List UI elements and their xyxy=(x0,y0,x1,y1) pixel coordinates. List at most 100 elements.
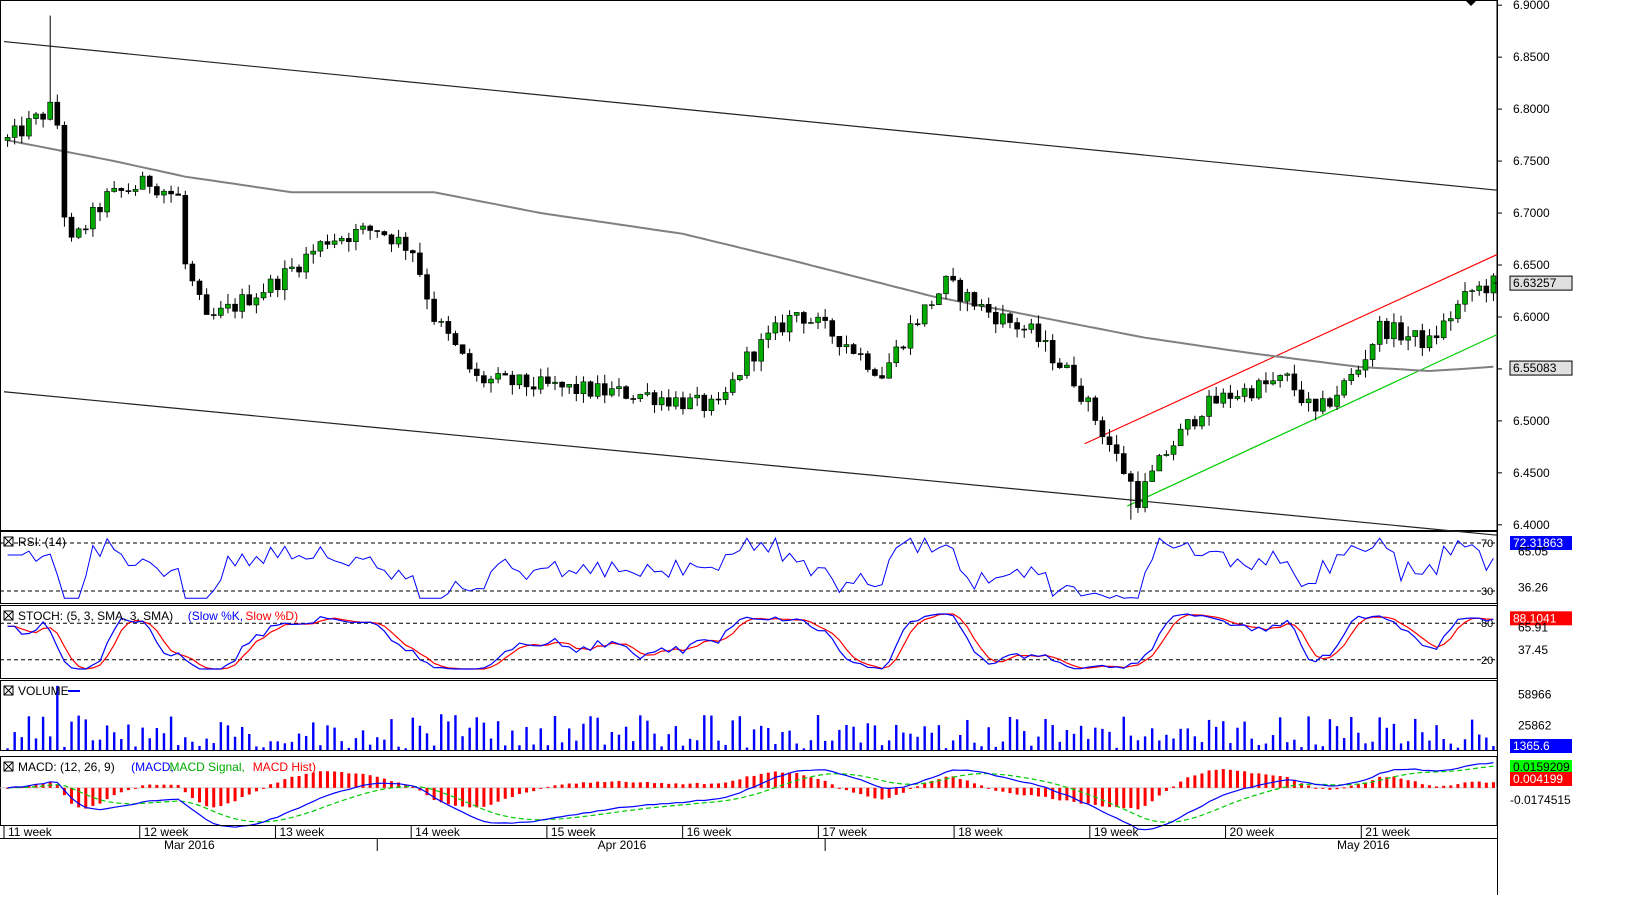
macd-hist-bar xyxy=(1058,787,1062,801)
volume-bar xyxy=(1243,721,1246,750)
volume-bar xyxy=(831,740,834,750)
volume-bar xyxy=(724,744,727,750)
macd-hist-bar xyxy=(717,783,721,788)
volume-badge-label: 1365.6 xyxy=(1513,739,1550,753)
candle-body xyxy=(1099,420,1106,438)
candle-body xyxy=(161,190,167,196)
candle-body xyxy=(1234,396,1241,399)
candle-body xyxy=(1064,364,1070,368)
candle-body xyxy=(1291,373,1298,391)
candle-body xyxy=(1149,470,1155,482)
volume-bar xyxy=(418,725,422,750)
candle-body xyxy=(1056,362,1063,368)
candle-body xyxy=(1433,335,1440,339)
volume-bar xyxy=(1037,736,1040,750)
macd-hist-bar xyxy=(1207,770,1211,788)
macd-hist-bar xyxy=(738,779,742,788)
volume-bar xyxy=(1364,743,1367,750)
rsi-tick-label: 36.26 xyxy=(1518,580,1548,594)
candle-body xyxy=(1334,394,1340,407)
volume-bar xyxy=(873,725,877,750)
macd-hist-bar xyxy=(660,783,664,788)
candle-body xyxy=(104,191,110,213)
candle-body xyxy=(1384,320,1390,340)
macd-hist-bar xyxy=(226,787,230,804)
macd-hist-bar xyxy=(980,785,984,788)
volume-bar xyxy=(1271,735,1275,750)
candle-body xyxy=(1320,398,1326,412)
candle-body xyxy=(1177,428,1184,447)
macd-series-name: MACD Hist) xyxy=(253,760,316,774)
volume-bar xyxy=(255,746,258,750)
volume-bar xyxy=(1158,740,1161,750)
volume-bar xyxy=(63,746,66,750)
volume-bar xyxy=(966,719,969,750)
macd-hist-bar xyxy=(1371,780,1375,788)
macd-hist-bar xyxy=(1079,787,1083,804)
candle-body xyxy=(1476,285,1483,291)
macd-hist-bar xyxy=(773,771,777,788)
trendline-3 xyxy=(1084,254,1498,445)
volume-bar xyxy=(13,732,16,750)
candle-body xyxy=(1483,285,1490,294)
macd-hist-bar xyxy=(1413,781,1417,788)
candle-body xyxy=(715,398,722,401)
stoch-level-label: 80 xyxy=(1481,618,1493,630)
candle-body xyxy=(722,392,729,400)
macd-hist-bar xyxy=(1250,773,1254,788)
volume-bar xyxy=(1001,741,1005,750)
volume-bar xyxy=(1065,730,1069,750)
volume-close-icon xyxy=(3,685,14,696)
volume-bar xyxy=(767,727,770,750)
macd-hist-bar xyxy=(1243,771,1247,788)
candle-body xyxy=(367,225,373,231)
candle-body xyxy=(1049,340,1056,364)
volume-bar xyxy=(681,745,685,750)
volume-bar xyxy=(290,741,294,750)
volume-bar xyxy=(560,742,564,750)
candle-body xyxy=(644,392,651,395)
candle-body xyxy=(1007,313,1013,323)
candle-body xyxy=(545,376,551,384)
week-label: 12 week xyxy=(144,825,190,839)
macd-hist-bar xyxy=(1456,784,1460,788)
candle-body xyxy=(1042,340,1049,342)
stoch-badge-label: 88.1041 xyxy=(1513,611,1557,625)
macd-hist-bar xyxy=(1427,785,1431,788)
volume-bar xyxy=(752,729,756,750)
candle-body xyxy=(1220,392,1227,404)
candle-body xyxy=(1035,323,1042,342)
volume-bar xyxy=(1143,736,1147,750)
macd-hist-bar xyxy=(119,787,123,793)
candle-body xyxy=(1014,322,1020,330)
price-tick-label: 6.5000 xyxy=(1513,414,1550,428)
volume-bar xyxy=(610,731,614,750)
candle-body xyxy=(665,397,672,407)
candle-body xyxy=(1440,320,1447,339)
candle-body xyxy=(1113,444,1120,454)
macd-hist-bar xyxy=(1278,776,1282,788)
volume-bar xyxy=(148,738,151,750)
candle-body xyxy=(374,230,381,232)
candle-body xyxy=(502,373,509,376)
macd-hist-bar xyxy=(908,787,912,789)
candle-body xyxy=(808,322,814,324)
volume-bar xyxy=(155,728,159,750)
macd-hist-bar xyxy=(1072,787,1076,802)
candle-body xyxy=(274,278,281,291)
macd-hist-bar xyxy=(1335,787,1339,790)
candle-body xyxy=(232,303,238,312)
macd-hist-bar xyxy=(894,787,898,795)
candle-body xyxy=(630,398,636,400)
stoch-series-name: (Slow %K, xyxy=(188,609,243,623)
candle-body xyxy=(872,369,878,376)
candle-body xyxy=(395,236,402,245)
candle-body xyxy=(950,275,956,281)
macd-hist-bar xyxy=(1299,783,1303,788)
macd-hist-bar xyxy=(923,782,927,788)
volume-bar xyxy=(105,725,109,750)
macd-hist-bar xyxy=(1349,785,1353,788)
volume-bar xyxy=(1214,726,1218,750)
candle-body xyxy=(445,321,452,334)
